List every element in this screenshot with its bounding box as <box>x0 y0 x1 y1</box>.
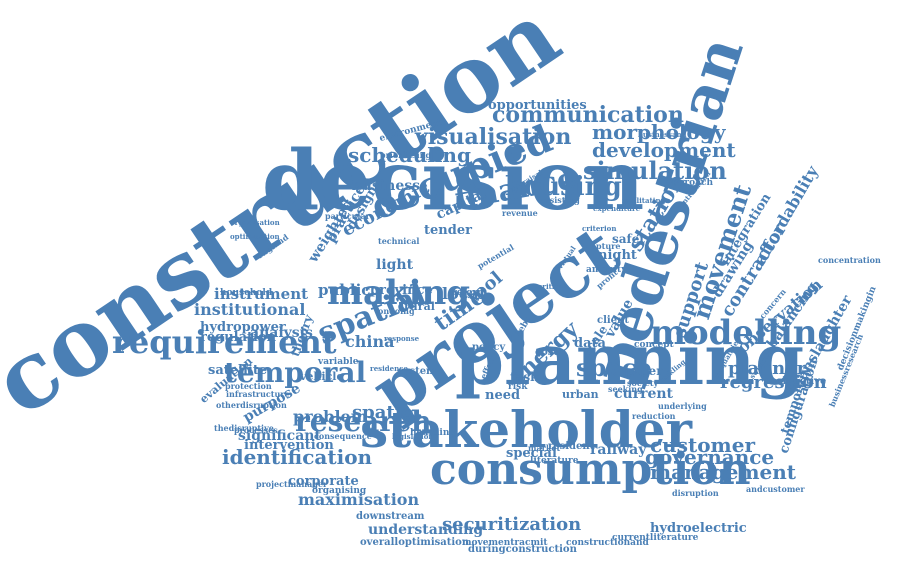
word-risk: risk <box>508 383 527 392</box>
word-underlying: underlying <box>658 402 707 410</box>
word-reduction: reduction <box>632 412 675 420</box>
word-ongoing: ongoing <box>378 307 415 315</box>
word-opportunities: opportunities <box>488 99 587 112</box>
word-particular: particular <box>325 212 370 220</box>
word-light: light <box>376 258 413 272</box>
word-capture: capture <box>586 242 620 250</box>
word-businessand: businessand <box>638 131 687 138</box>
word-literature: literature <box>530 457 578 466</box>
word-customer: customer <box>650 435 755 455</box>
word-organising: organising <box>312 487 366 496</box>
word-urban: urban <box>562 389 599 400</box>
word-management: management <box>650 462 796 482</box>
word-objective: objective <box>776 377 826 387</box>
word-facilitating: facilitating <box>622 197 665 204</box>
word-client: client <box>597 316 629 326</box>
word-concentration: concentration <box>818 256 881 264</box>
word-household: household <box>220 289 272 298</box>
word-public: public <box>318 283 370 298</box>
word-currentliterature: currentliterature <box>612 534 698 543</box>
word-legislation: legislation <box>392 433 433 440</box>
word-problem: problem <box>293 409 368 425</box>
word-concept: concept <box>634 341 674 350</box>
word-optimisation: optimisation <box>230 233 280 240</box>
word-downstream: downstream <box>356 512 424 522</box>
word-prioritising: prioritising <box>380 151 431 159</box>
word-seeking: seeking <box>608 385 643 393</box>
word-province: province <box>370 284 433 297</box>
word-organisation: organisation <box>230 219 280 226</box>
word-expenditure: expenditure <box>593 205 640 212</box>
word-andcustomer: andcustomer <box>746 485 805 493</box>
word-infrastructure: infrastructure <box>226 390 290 398</box>
word-criterion: criterion <box>582 225 616 232</box>
word-market: market <box>528 444 560 452</box>
word-disruption: disruption <box>672 489 719 497</box>
word-technical: technical <box>378 237 419 245</box>
word-tender: tender <box>424 224 472 237</box>
word-railway: railway <box>590 443 646 457</box>
word-paper: paper <box>624 365 663 377</box>
word-policy: policy <box>472 343 505 353</box>
word-overalloptimisation: overalloptimisation <box>360 538 469 548</box>
word-hydropower: hydropower <box>200 321 286 334</box>
word-critical: critical <box>538 283 566 290</box>
word-residence: residence <box>370 365 408 372</box>
word-processes: processes <box>234 426 278 434</box>
word-understanding: understanding <box>368 523 483 537</box>
word-otherdisruption: otherdisruption <box>216 401 287 409</box>
word-cost: cost <box>535 348 558 358</box>
word-consequence: consequence <box>314 432 372 440</box>
word-vehicle: vehicle <box>300 371 343 382</box>
word-response: response <box>384 335 419 342</box>
word-revenue: revenue <box>502 209 538 217</box>
word-institutional: institutional <box>194 302 305 318</box>
word-variable: variable <box>318 358 359 367</box>
word-movementracmit: movementracmit <box>462 539 548 548</box>
word-assisting: assisting <box>540 196 580 204</box>
word-protection: protection <box>225 382 272 390</box>
word-reform: reform <box>452 289 487 298</box>
